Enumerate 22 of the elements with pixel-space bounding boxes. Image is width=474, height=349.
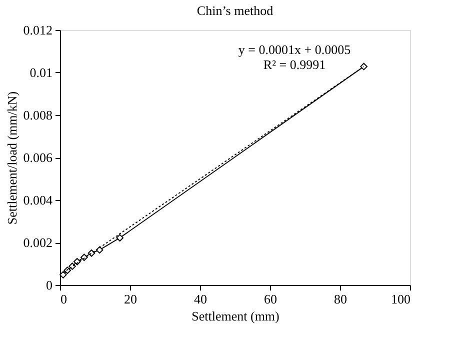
x-tick-label: 40 <box>194 292 207 306</box>
x-tick-label: 20 <box>124 292 137 306</box>
y-tick-label: 0.01 <box>30 65 52 80</box>
x-axis-title: Settlement (mm) <box>192 308 280 324</box>
y-tick-label: 0.008 <box>23 108 52 122</box>
annotation: y = 0.0001x + 0.0005 <box>238 42 351 57</box>
y-axis-title: Settlement/load (mm/kN) <box>4 91 20 225</box>
annotation: R² = 0.9991 <box>263 57 326 72</box>
x-tick-label: 0 <box>60 292 67 306</box>
y-tick-label: 0.002 <box>23 235 52 250</box>
y-tick-label: 0 <box>46 278 52 292</box>
point <box>64 266 72 274</box>
x-tick-label: 80 <box>334 292 347 306</box>
y-tick-label: 0.012 <box>23 22 52 38</box>
x-tick-label: 60 <box>264 292 277 306</box>
y-tick-label: 0.006 <box>23 150 53 165</box>
point <box>360 62 368 70</box>
y-tick-label: 0.004 <box>23 192 53 208</box>
chart-title: Chin’s method <box>196 3 274 18</box>
point <box>116 234 124 242</box>
point <box>59 271 67 278</box>
x-tick-label: 100 <box>391 292 410 306</box>
